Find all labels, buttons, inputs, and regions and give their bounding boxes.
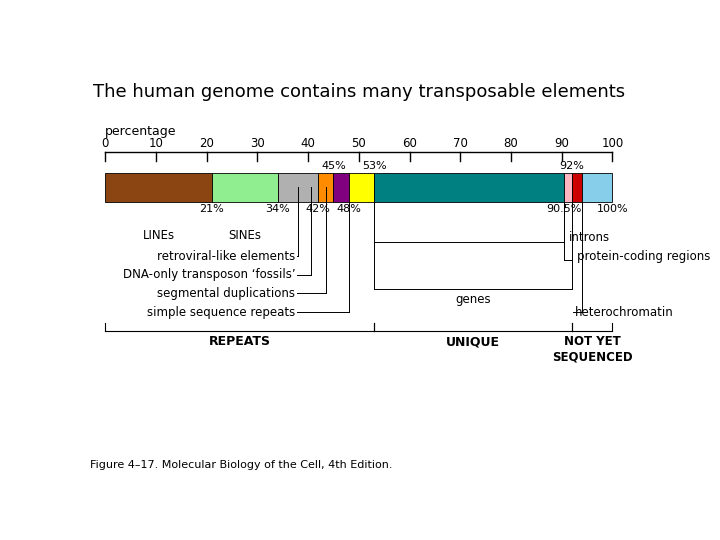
Text: 21%: 21% bbox=[199, 204, 224, 214]
Bar bbox=[212, 173, 278, 202]
Text: LINEs: LINEs bbox=[143, 229, 174, 242]
Text: 20: 20 bbox=[199, 137, 214, 150]
Text: segmental duplications: segmental duplications bbox=[158, 287, 295, 300]
Text: NOT YET
SEQUENCED: NOT YET SEQUENCED bbox=[552, 335, 632, 363]
Text: 100%: 100% bbox=[597, 204, 629, 214]
Bar bbox=[278, 173, 318, 202]
Text: 53%: 53% bbox=[361, 161, 387, 171]
Text: 48%: 48% bbox=[336, 204, 361, 214]
Text: REPEATS: REPEATS bbox=[209, 335, 271, 348]
Text: 30: 30 bbox=[250, 137, 265, 150]
Text: Figure 4–17. Molecular Biology of the Cell, 4th Edition.: Figure 4–17. Molecular Biology of the Ce… bbox=[90, 460, 392, 470]
Text: SINEs: SINEs bbox=[228, 229, 261, 242]
Text: retroviral-like elements: retroviral-like elements bbox=[157, 249, 295, 262]
Text: 90: 90 bbox=[554, 137, 570, 150]
Bar bbox=[564, 173, 572, 202]
Bar bbox=[572, 173, 582, 202]
Text: 10: 10 bbox=[148, 137, 163, 150]
Text: UNIQUE: UNIQUE bbox=[446, 335, 500, 348]
Text: introns: introns bbox=[570, 231, 611, 244]
Text: heterochromatin: heterochromatin bbox=[575, 306, 673, 319]
Text: 40: 40 bbox=[301, 137, 315, 150]
Text: DNA-only transposon ‘fossils’: DNA-only transposon ‘fossils’ bbox=[123, 268, 295, 281]
Bar bbox=[582, 173, 613, 202]
Text: 100: 100 bbox=[601, 137, 624, 150]
Text: 60: 60 bbox=[402, 137, 417, 150]
Text: genes: genes bbox=[455, 293, 491, 307]
Text: protein-coding regions: protein-coding regions bbox=[577, 249, 711, 262]
Bar bbox=[333, 173, 348, 202]
Text: simple sequence repeats: simple sequence repeats bbox=[147, 306, 295, 319]
Text: 42%: 42% bbox=[306, 204, 330, 214]
Bar bbox=[348, 173, 374, 202]
Text: 50: 50 bbox=[351, 137, 366, 150]
Bar bbox=[374, 173, 564, 202]
Text: 34%: 34% bbox=[265, 204, 290, 214]
Text: 45%: 45% bbox=[321, 161, 346, 171]
Text: 92%: 92% bbox=[559, 161, 585, 171]
Text: percentage: percentage bbox=[105, 125, 176, 138]
Text: 70: 70 bbox=[453, 137, 468, 150]
Text: 80: 80 bbox=[504, 137, 518, 150]
Bar bbox=[318, 173, 333, 202]
Text: 90.5%: 90.5% bbox=[546, 204, 582, 214]
Bar bbox=[105, 173, 212, 202]
Text: The human genome contains many transposable elements: The human genome contains many transposa… bbox=[93, 83, 625, 101]
Text: 0: 0 bbox=[102, 137, 109, 150]
